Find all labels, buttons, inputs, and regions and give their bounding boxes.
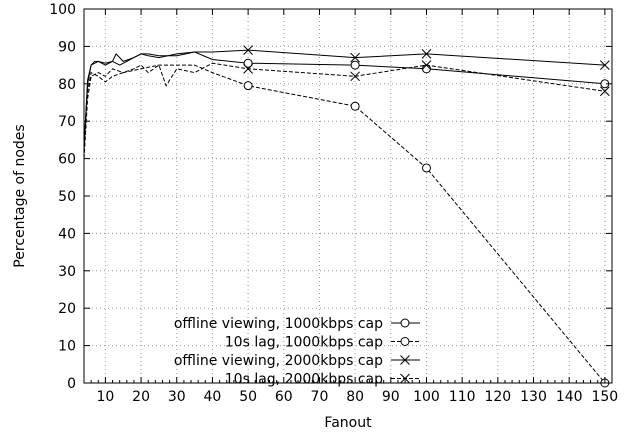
legend-item-1: offline viewing, 1000kbps cap bbox=[174, 316, 420, 332]
marker-stroke bbox=[421, 49, 432, 59]
data-point bbox=[421, 60, 432, 70]
legend-label: 10s lag, 1000kbps cap bbox=[225, 335, 383, 351]
y-tick-label: 10 bbox=[58, 339, 76, 355]
x-tick-label: 10 bbox=[96, 389, 114, 405]
marker-stroke bbox=[350, 71, 360, 82]
data-point bbox=[243, 81, 253, 91]
x-tick-label: 90 bbox=[382, 389, 400, 405]
data-point bbox=[600, 86, 610, 97]
x-tick-label: 110 bbox=[449, 389, 476, 405]
x-axis-title: Fanout bbox=[324, 415, 372, 431]
y-tick-label: 50 bbox=[58, 189, 76, 205]
x-tick-label: 20 bbox=[132, 389, 150, 405]
y-tick-label: 30 bbox=[58, 264, 76, 280]
legend-label: 10s lag, 2000kbps cap bbox=[225, 372, 383, 388]
marker-stroke bbox=[600, 60, 610, 70]
series-1 bbox=[83, 51, 610, 152]
data-point bbox=[350, 71, 360, 82]
data-point bbox=[350, 101, 360, 111]
y-tick-label: 100 bbox=[49, 2, 76, 18]
legend-marker bbox=[400, 318, 410, 328]
y-tick-label: 70 bbox=[58, 114, 76, 130]
legend-item-3: offline viewing, 2000kbps cap bbox=[174, 353, 420, 369]
legend-marker bbox=[400, 337, 410, 346]
data-point bbox=[421, 49, 432, 59]
data-point bbox=[243, 45, 253, 55]
series-4 bbox=[83, 60, 610, 159]
y-tick-label: 90 bbox=[58, 39, 76, 55]
x-tick-label: 130 bbox=[520, 389, 547, 405]
marker-stroke bbox=[243, 45, 253, 55]
x-tick-label: 70 bbox=[311, 389, 329, 405]
y-tick-label: 20 bbox=[58, 301, 76, 317]
legend-label: offline viewing, 2000kbps cap bbox=[174, 353, 383, 369]
x-tick-label: 100 bbox=[413, 389, 440, 405]
y-axis-title: Percentage of nodes bbox=[12, 124, 28, 267]
x-tick-label: 80 bbox=[346, 389, 364, 405]
series-lines bbox=[83, 45, 610, 388]
x-tick-label: 30 bbox=[168, 389, 186, 405]
marker-stroke bbox=[421, 60, 432, 70]
y-tick-label: 60 bbox=[58, 152, 76, 168]
marker-stroke bbox=[350, 52, 360, 63]
x-tick-label: 140 bbox=[556, 389, 583, 405]
legend-item-4: 10s lag, 2000kbps cap bbox=[225, 372, 420, 388]
legend-item-2: 10s lag, 1000kbps cap bbox=[225, 335, 420, 351]
marker-stroke bbox=[600, 86, 610, 97]
axis-ticks: 10 20 30 40 50 60 70 80 90 100 110 120 130 140 150 0 10 2… bbox=[49, 2, 618, 405]
data-point bbox=[350, 52, 360, 63]
data-point bbox=[350, 60, 360, 70]
data-point bbox=[600, 60, 610, 70]
series-3 bbox=[83, 45, 610, 148]
legend: offline viewing, 1000kbps cap 10s lag, 10… bbox=[174, 316, 420, 388]
data-point bbox=[421, 163, 431, 173]
y-tick-label: 40 bbox=[58, 226, 76, 242]
x-tick-label: 60 bbox=[275, 389, 293, 405]
y-tick-label: 0 bbox=[67, 376, 76, 392]
marker-stroke bbox=[243, 63, 253, 74]
x-tick-label: 50 bbox=[239, 389, 257, 405]
x-tick-label: 120 bbox=[484, 389, 511, 405]
x-tick-label: 150 bbox=[591, 389, 618, 405]
data-point bbox=[243, 58, 253, 68]
data-point bbox=[243, 63, 253, 74]
legend-marker bbox=[400, 373, 410, 384]
series-line bbox=[83, 51, 605, 152]
marker-stroke bbox=[400, 373, 410, 384]
y-tick-label: 80 bbox=[58, 77, 76, 93]
legend-label: offline viewing, 1000kbps cap bbox=[174, 316, 383, 332]
x-tick-label: 40 bbox=[204, 389, 222, 405]
marker-stroke bbox=[400, 355, 410, 365]
legend-marker bbox=[400, 355, 410, 365]
